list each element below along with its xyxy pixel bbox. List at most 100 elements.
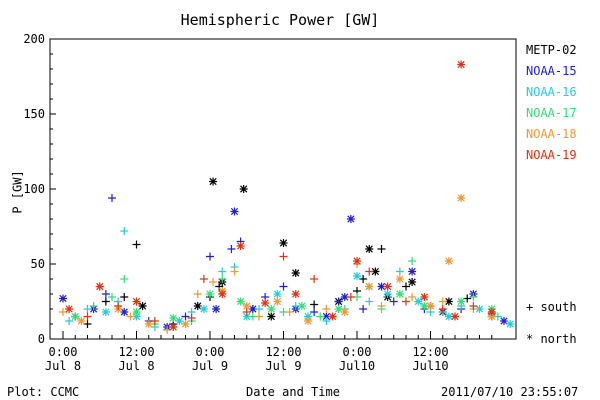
data-point-south [346, 293, 355, 301]
chart-title: Hemispheric Power [GW] [180, 11, 380, 29]
data-point-north [444, 297, 453, 306]
data-point-south [322, 305, 331, 313]
data-point-south [285, 308, 294, 316]
data-point-south [255, 305, 263, 313]
data-point-north [120, 308, 129, 316]
data-point-north [365, 245, 374, 253]
data-point-south [469, 302, 478, 310]
data-point-south [126, 312, 135, 321]
data-point-north [487, 308, 496, 316]
data-point-south [389, 297, 398, 306]
data-point-south [359, 305, 368, 313]
data-point-north [267, 312, 276, 321]
y-tick-label: 200 [23, 32, 45, 46]
data-point-north [101, 308, 110, 316]
data-point-north [475, 305, 484, 313]
data-point-north [206, 290, 214, 298]
data-point-north [340, 293, 349, 301]
data-point-south [199, 275, 208, 283]
data-point-south [89, 302, 98, 310]
data-point-north [212, 305, 221, 313]
x-tick-date-label: Jul 9 [265, 359, 301, 373]
legend-entry-metp-02: METP-02 [526, 43, 577, 57]
data-point-south [181, 312, 190, 321]
data-point-south [402, 282, 410, 291]
data-point-south [463, 294, 472, 303]
data-point-south [101, 290, 110, 298]
data-point-north [236, 297, 245, 306]
data-point-north [457, 297, 466, 306]
y-tick-label: 50 [31, 257, 45, 271]
x-axis-label: Date and Time [246, 385, 340, 399]
data-point-north [193, 302, 202, 310]
data-point-north [218, 290, 227, 298]
data-point-south [365, 297, 374, 306]
data-point-south [150, 317, 159, 325]
data-point-north [138, 302, 147, 310]
data-point-north [334, 305, 343, 313]
data-point-north [291, 269, 300, 277]
data-point-south [83, 305, 92, 313]
plot-timestamp: 2011/07/10 23:55:07 [441, 385, 579, 399]
series-noaa-16 [65, 227, 515, 331]
data-point-south [402, 297, 410, 306]
data-point-north [71, 312, 80, 321]
data-point-north [273, 290, 282, 298]
data-point-north [248, 305, 257, 313]
data-point-north [451, 312, 459, 321]
plot-frame [49, 38, 517, 340]
data-point-south [279, 252, 288, 261]
data-point-south [65, 317, 74, 325]
data-point-south [230, 267, 239, 276]
x-tick-date-label: Jul10 [339, 359, 375, 373]
y-axis-label: P [GW] [10, 170, 25, 214]
data-point-south [334, 297, 343, 306]
data-point-south [310, 275, 319, 283]
data-point-south [408, 257, 417, 265]
data-point-north [304, 317, 312, 325]
y-tick-label: 0 [38, 332, 45, 346]
data-point-north [77, 317, 86, 325]
data-point-south [114, 302, 123, 310]
data-point-north [242, 312, 251, 321]
legend-entry-noaa-19: NOAA-19 [526, 148, 577, 162]
x-tick-date-label: Jul10 [412, 359, 448, 373]
data-point-south [120, 275, 129, 283]
x-tick-time-label: 0:00 [49, 345, 78, 359]
data-point-south [242, 308, 251, 316]
data-points [59, 60, 515, 334]
legend-entry-noaa-16: NOAA-16 [526, 85, 577, 99]
data-point-north [169, 323, 178, 331]
data-point-south [218, 267, 227, 276]
data-point-south [218, 275, 227, 283]
data-point-north [209, 177, 218, 186]
data-point-north [322, 312, 331, 321]
data-point-north [383, 282, 392, 291]
data-point-north [457, 60, 466, 69]
y-tick-label: 150 [23, 107, 45, 121]
data-point-south [215, 282, 224, 291]
series-noaa-19 [65, 60, 496, 331]
data-point-north [239, 185, 248, 193]
data-point-north [346, 215, 355, 223]
data-point-north [371, 267, 380, 276]
data-point-north [175, 317, 184, 325]
data-point-south [279, 282, 288, 291]
y-tick-label: 100 [23, 182, 45, 196]
data-point-north [500, 317, 508, 325]
data-point-south [395, 267, 404, 276]
data-point-north [297, 302, 306, 310]
data-point-north [328, 312, 337, 321]
data-point-north [132, 308, 141, 316]
data-point-south [469, 293, 478, 301]
data-point-south [120, 293, 129, 301]
data-point-north [340, 308, 349, 316]
legend-entry-noaa-17: NOAA-17 [526, 106, 577, 120]
data-point-south [163, 326, 172, 334]
data-point-north [273, 297, 282, 306]
data-point-north [181, 320, 190, 328]
data-point-south [209, 278, 218, 286]
x-tick-time-label: 12:00 [118, 345, 154, 359]
data-point-north [408, 278, 417, 286]
